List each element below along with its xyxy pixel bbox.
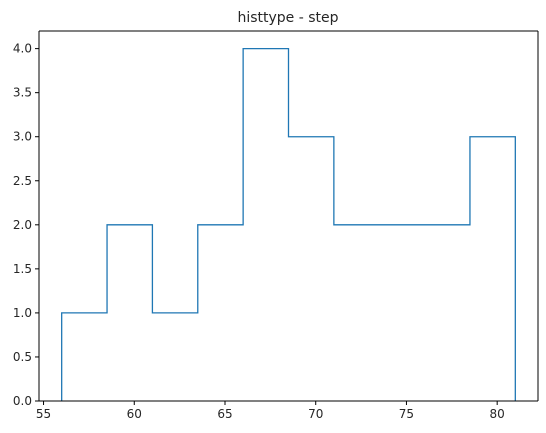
x-tick-label: 65 xyxy=(217,407,232,421)
x-tick-label: 80 xyxy=(490,407,505,421)
histogram-bin-7 xyxy=(379,225,424,401)
y-tick-label: 3.5 xyxy=(13,86,32,100)
x-tick-label: 70 xyxy=(308,407,323,421)
x-tick-label: 55 xyxy=(36,407,51,421)
histogram-bin-3 xyxy=(198,225,243,401)
histogram-bin-0 xyxy=(62,313,107,401)
histogram-bin-8 xyxy=(425,225,470,401)
y-tick-label: 0.5 xyxy=(13,350,32,364)
x-tick-label: 60 xyxy=(127,407,142,421)
y-tick-label: 2.0 xyxy=(13,218,32,232)
histogram-step-line xyxy=(61,47,516,401)
histogram-bin-4 xyxy=(243,49,288,401)
histogram-bin-5 xyxy=(289,137,334,401)
chart-title: histtype - step xyxy=(237,10,338,26)
histogram-bin-6 xyxy=(334,225,379,401)
y-tick-label: 4.0 xyxy=(13,42,32,56)
y-tick-label: 1.5 xyxy=(13,262,32,276)
x-tick-label: 75 xyxy=(399,407,414,421)
y-tick-label: 3.0 xyxy=(13,130,32,144)
y-tick-label: 2.5 xyxy=(13,174,32,188)
y-tick-label: 0.0 xyxy=(13,394,32,408)
plot-area: 55 60 65 70 75 80 0.0 0.5 1.0 1.5 2.0 2.5 3.0 3.5 4.0 xyxy=(13,30,539,421)
histogram-bin-9 xyxy=(470,137,515,401)
histogram-bin-2 xyxy=(152,313,197,401)
y-tick-label: 1.0 xyxy=(13,306,32,320)
histogram-bin-1 xyxy=(107,225,152,401)
